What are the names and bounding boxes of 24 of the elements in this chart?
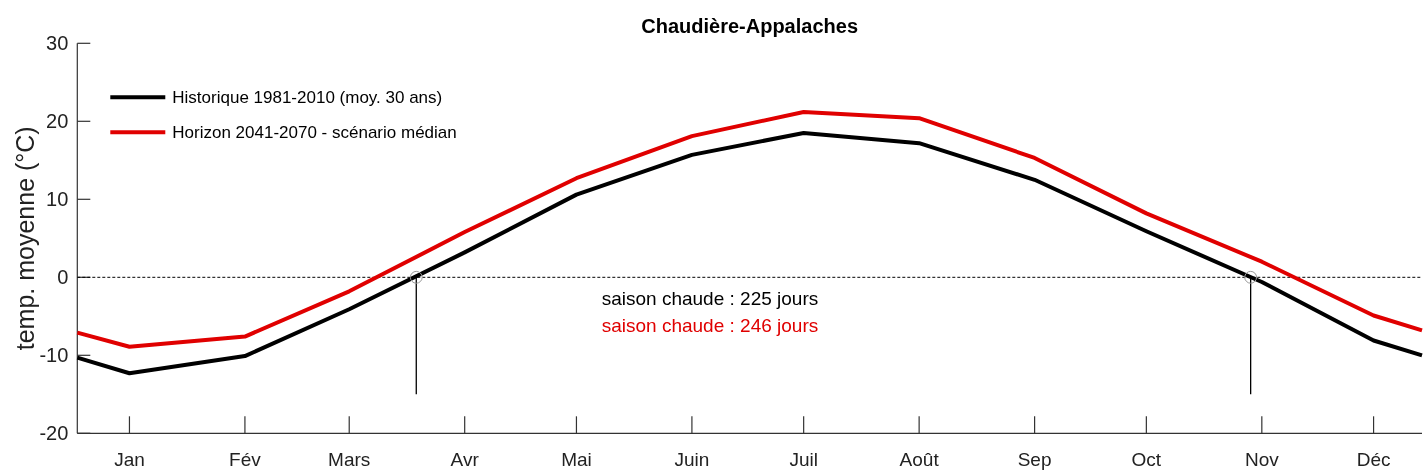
y-tick-label: 30 [46, 32, 69, 55]
x-tick-label: Avr [450, 449, 480, 470]
y-tick-label: 0 [57, 266, 69, 289]
x-tick-label: Sep [1017, 449, 1052, 470]
x-tick-label: Fév [229, 449, 262, 470]
x-tick-label: Juin [674, 449, 710, 470]
x-tick-label: Mai [561, 449, 592, 470]
chart-title: Chaudière-Appalaches [641, 15, 859, 37]
x-tick-label: Déc [1356, 449, 1391, 470]
y-tick-label: -20 [39, 422, 69, 445]
annotation: saison chaude : 225 jours [601, 287, 819, 309]
legend-label: Historique 1981-2010 (moy. 30 ans) [172, 87, 443, 107]
x-tick-label: Août [899, 449, 940, 470]
x-tick-label: Juil [789, 449, 818, 470]
y-axis-title: temp. moyenne (°C) [11, 126, 39, 351]
legend-label: Horizon 2041-2070 - scénario médian [172, 122, 457, 142]
y-tick-label: 10 [46, 188, 69, 211]
annotation: saison chaude : 246 jours [601, 314, 819, 336]
y-tick-label: -10 [39, 344, 69, 367]
x-tick-label: Mars [328, 449, 371, 470]
y-tick-label: 20 [46, 110, 69, 133]
x-tick-label: Nov [1244, 449, 1280, 470]
x-tick-label: Oct [1131, 449, 1162, 470]
x-tick-label: Jan [114, 449, 145, 470]
